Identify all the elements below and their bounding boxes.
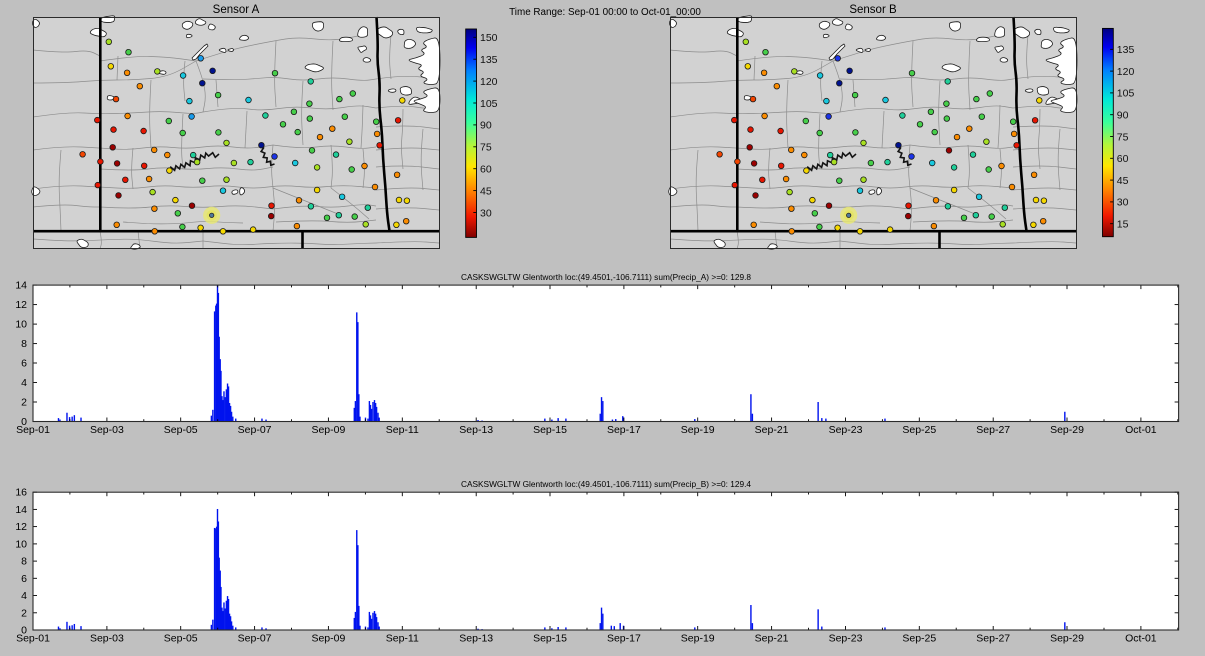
svg-text:Sep-21: Sep-21 xyxy=(755,424,789,436)
svg-text:120: 120 xyxy=(480,76,498,88)
svg-text:Oct-01: Oct-01 xyxy=(1125,633,1157,645)
svg-text:Sep-09: Sep-09 xyxy=(311,633,345,645)
svg-text:105: 105 xyxy=(480,98,498,110)
svg-text:12: 12 xyxy=(15,521,27,533)
svg-text:CASKSWGLTW Glentworth loc:(49.: CASKSWGLTW Glentworth loc:(49.4501,-106.… xyxy=(461,479,751,489)
svg-text:Sep-23: Sep-23 xyxy=(829,633,863,645)
svg-text:Sep-23: Sep-23 xyxy=(829,424,863,436)
svg-text:10: 10 xyxy=(15,319,27,331)
svg-text:120: 120 xyxy=(1117,66,1135,78)
svg-text:Sep-11: Sep-11 xyxy=(386,424,419,436)
svg-text:14: 14 xyxy=(15,504,27,516)
svg-text:135: 135 xyxy=(1117,44,1135,56)
svg-text:10: 10 xyxy=(15,538,27,550)
svg-text:75: 75 xyxy=(1117,131,1129,143)
svg-text:16: 16 xyxy=(15,487,27,499)
svg-text:15: 15 xyxy=(1117,219,1129,231)
svg-text:12: 12 xyxy=(15,299,27,311)
svg-text:Sep-01: Sep-01 xyxy=(16,424,50,436)
svg-text:8: 8 xyxy=(21,338,27,350)
svg-text:Sensor A: Sensor A xyxy=(213,4,260,16)
svg-text:2: 2 xyxy=(21,607,27,619)
svg-text:8: 8 xyxy=(21,556,27,568)
svg-text:60: 60 xyxy=(480,164,492,176)
svg-text:75: 75 xyxy=(480,142,492,154)
svg-text:Sep-29: Sep-29 xyxy=(1050,633,1084,645)
svg-text:14: 14 xyxy=(15,280,27,292)
svg-text:Sep-17: Sep-17 xyxy=(607,424,641,436)
svg-text:4: 4 xyxy=(21,590,27,602)
svg-text:30: 30 xyxy=(1117,197,1129,209)
svg-text:Sep-01: Sep-01 xyxy=(16,633,50,645)
svg-text:Sep-27: Sep-27 xyxy=(976,633,1010,645)
svg-text:0: 0 xyxy=(21,416,27,428)
svg-text:90: 90 xyxy=(1117,110,1129,122)
svg-text:Sep-25: Sep-25 xyxy=(902,633,936,645)
svg-text:30: 30 xyxy=(480,207,492,219)
svg-text:Sep-27: Sep-27 xyxy=(976,424,1010,436)
svg-text:90: 90 xyxy=(480,120,492,132)
svg-text:6: 6 xyxy=(21,573,27,585)
svg-text:Sep-11: Sep-11 xyxy=(386,633,419,645)
svg-text:Sep-19: Sep-19 xyxy=(681,633,715,645)
svg-text:Sep-15: Sep-15 xyxy=(533,424,567,436)
svg-text:60: 60 xyxy=(1117,153,1129,165)
svg-text:Sep-13: Sep-13 xyxy=(459,633,493,645)
svg-text:135: 135 xyxy=(480,54,498,66)
svg-text:45: 45 xyxy=(1117,175,1129,187)
svg-text:CASKSWGLTW Glentworth loc:(49.: CASKSWGLTW Glentworth loc:(49.4501,-106.… xyxy=(461,272,751,282)
svg-text:Sep-03: Sep-03 xyxy=(90,633,124,645)
svg-text:2: 2 xyxy=(21,397,27,409)
svg-text:45: 45 xyxy=(480,185,492,197)
svg-text:Sep-09: Sep-09 xyxy=(311,424,345,436)
svg-text:Sep-15: Sep-15 xyxy=(533,633,567,645)
svg-text:Sep-17: Sep-17 xyxy=(607,633,641,645)
svg-text:0: 0 xyxy=(21,625,27,637)
svg-text:6: 6 xyxy=(21,358,27,370)
svg-text:Sep-25: Sep-25 xyxy=(902,424,936,436)
svg-text:Sep-05: Sep-05 xyxy=(164,633,198,645)
svg-text:Sep-19: Sep-19 xyxy=(681,424,715,436)
svg-text:Sep-07: Sep-07 xyxy=(238,424,272,436)
svg-text:Oct-01: Oct-01 xyxy=(1125,424,1157,436)
svg-text:Sep-07: Sep-07 xyxy=(238,633,272,645)
svg-text:4: 4 xyxy=(21,377,27,389)
svg-text:Sep-03: Sep-03 xyxy=(90,424,124,436)
svg-text:Sep-05: Sep-05 xyxy=(164,424,198,436)
svg-text:105: 105 xyxy=(1117,88,1135,100)
svg-text:Sep-21: Sep-21 xyxy=(755,633,789,645)
svg-text:Sep-13: Sep-13 xyxy=(459,424,493,436)
svg-text:150: 150 xyxy=(480,32,498,44)
svg-text:Sensor B: Sensor B xyxy=(849,4,897,16)
svg-text:Time Range: Sep-01 00:00 to Oc: Time Range: Sep-01 00:00 to Oct-01_00:00 xyxy=(509,7,701,18)
svg-text:Sep-29: Sep-29 xyxy=(1050,424,1084,436)
